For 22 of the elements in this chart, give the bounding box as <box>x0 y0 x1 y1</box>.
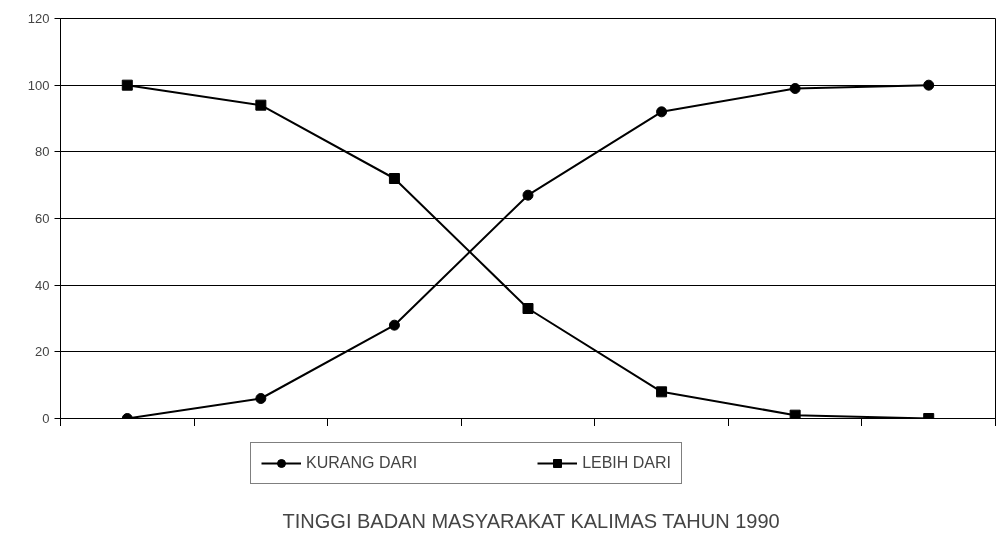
y-tick-label: 0 <box>42 411 50 426</box>
legend-label: LEBIH DARI <box>582 454 672 472</box>
point <box>255 393 267 404</box>
point <box>656 106 668 118</box>
point <box>789 409 801 419</box>
point <box>388 173 400 184</box>
text: TINGGI BADAN MASYARAKAT KALIMAS TAHUN 1990 <box>282 509 780 532</box>
y-tick-label: 40 <box>35 277 50 293</box>
point <box>522 303 534 314</box>
y-tick-label: 60 <box>35 211 50 226</box>
point <box>388 319 400 331</box>
point <box>789 83 801 94</box>
y-tick-label: 80 <box>35 144 50 160</box>
point <box>923 79 935 91</box>
point <box>121 79 133 91</box>
point <box>656 386 668 398</box>
point <box>522 189 534 201</box>
y-tick-label: 120 <box>27 11 50 26</box>
legend-label: KURANG DARI <box>306 454 418 472</box>
point <box>255 99 267 111</box>
y-tick-label: 20 <box>35 344 50 360</box>
y-tick-label: 100 <box>27 77 50 93</box>
